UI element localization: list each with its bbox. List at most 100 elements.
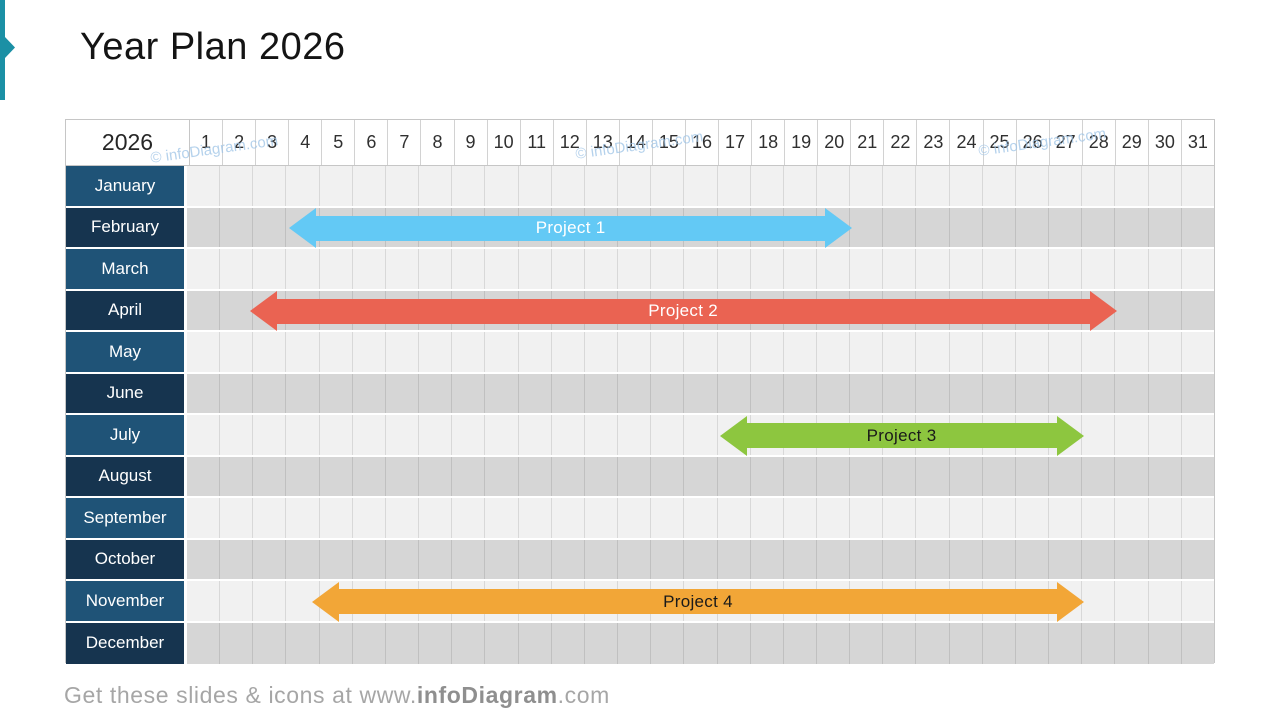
- day-cell: [485, 456, 519, 496]
- day-header-20: 20: [818, 120, 852, 165]
- month-row-may: May: [66, 332, 1214, 374]
- day-cell: [1182, 498, 1214, 538]
- day-cell: [751, 415, 784, 455]
- day-cell: [585, 249, 619, 289]
- day-cell: [751, 498, 784, 538]
- day-cell: [187, 290, 221, 330]
- day-cell: [187, 332, 221, 372]
- day-cell: [916, 249, 950, 289]
- footer-prefix: Get these slides & icons at www.: [64, 682, 417, 708]
- day-cell: [253, 456, 287, 496]
- day-cell: [1049, 249, 1083, 289]
- day-cell: [651, 249, 685, 289]
- day-strip-march: [187, 249, 1214, 289]
- day-cell: [585, 456, 619, 496]
- day-cell: [485, 415, 519, 455]
- day-cell: [950, 622, 983, 664]
- day-cell: [552, 415, 585, 455]
- day-cell: [916, 498, 950, 538]
- day-cell: [983, 622, 1016, 664]
- day-cell: [485, 373, 519, 413]
- day-cell: [1016, 373, 1050, 413]
- day-cell: [1016, 581, 1050, 621]
- day-cell: [552, 207, 585, 247]
- month-row-november: November: [66, 581, 1214, 623]
- day-strip-june: [187, 373, 1214, 413]
- day-cell: [817, 456, 851, 496]
- day-cell: [950, 539, 983, 579]
- day-cell: [485, 290, 519, 330]
- day-cell: [817, 581, 851, 621]
- day-cell: [817, 498, 851, 538]
- day-cell: [618, 166, 652, 206]
- day-cell: [1016, 249, 1050, 289]
- day-cell: [1149, 207, 1182, 247]
- day-cell: [718, 373, 751, 413]
- day-cell: [718, 166, 751, 206]
- day-cell: [386, 373, 420, 413]
- day-strip-september: [187, 498, 1214, 538]
- day-cell: [187, 249, 221, 289]
- day-cell: [684, 207, 718, 247]
- day-cell: [187, 415, 221, 455]
- day-cell: [452, 166, 486, 206]
- day-cell: [684, 539, 718, 579]
- day-cell: [850, 581, 884, 621]
- day-cell: [916, 207, 950, 247]
- day-cell: [1115, 249, 1149, 289]
- day-strip-october: [187, 539, 1214, 579]
- day-cell: [286, 373, 320, 413]
- day-cell: [1082, 207, 1116, 247]
- day-cell: [883, 207, 917, 247]
- day-cell: [983, 415, 1016, 455]
- day-cell: [784, 539, 817, 579]
- day-cell: [286, 207, 320, 247]
- day-cell: [1049, 207, 1083, 247]
- day-cell: [651, 622, 685, 664]
- day-cell: [286, 622, 320, 664]
- day-cell: [419, 166, 453, 206]
- day-cell: [1016, 539, 1050, 579]
- day-header-1: 1: [190, 120, 224, 165]
- day-cell: [718, 207, 751, 247]
- day-cell: [585, 207, 619, 247]
- day-cell: [684, 249, 718, 289]
- day-cell: [386, 249, 420, 289]
- day-cell: [320, 415, 353, 455]
- day-cell: [1182, 166, 1214, 206]
- day-cell: [519, 249, 552, 289]
- day-cell: [1082, 290, 1116, 330]
- day-cell: [187, 456, 221, 496]
- day-cell: [187, 581, 221, 621]
- day-cell: [751, 249, 784, 289]
- day-cell: [220, 415, 254, 455]
- month-label-march: March: [66, 249, 187, 289]
- day-cell: [253, 290, 287, 330]
- day-cell: [916, 415, 950, 455]
- day-cell: [684, 456, 718, 496]
- day-cell: [950, 456, 983, 496]
- day-cell: [485, 498, 519, 538]
- day-cell: [1182, 249, 1214, 289]
- day-header-8: 8: [421, 120, 455, 165]
- day-cell: [1016, 498, 1050, 538]
- day-cell: [220, 498, 254, 538]
- month-label-october: October: [66, 539, 187, 579]
- day-cell: [1115, 622, 1149, 664]
- day-cell: [983, 456, 1016, 496]
- day-cell: [950, 581, 983, 621]
- footer-credit: Get these slides & icons at www.infoDiag…: [64, 682, 610, 709]
- day-cell: [718, 290, 751, 330]
- table-header-row: 2026 1 2 3 4 5 6 7 8 9 10 11 12 13 14 15 16 17 18 19 20 21 22…: [66, 120, 1214, 166]
- day-cell: [850, 373, 884, 413]
- day-cell: [452, 290, 486, 330]
- day-cell: [1016, 207, 1050, 247]
- day-cell: [1049, 373, 1083, 413]
- day-header-4: 4: [289, 120, 323, 165]
- day-cell: [452, 415, 486, 455]
- month-row-march: March: [66, 249, 1214, 291]
- day-header-22: 22: [884, 120, 918, 165]
- day-cell: [618, 415, 652, 455]
- day-strip-january: [187, 166, 1214, 206]
- day-cell: [1016, 290, 1050, 330]
